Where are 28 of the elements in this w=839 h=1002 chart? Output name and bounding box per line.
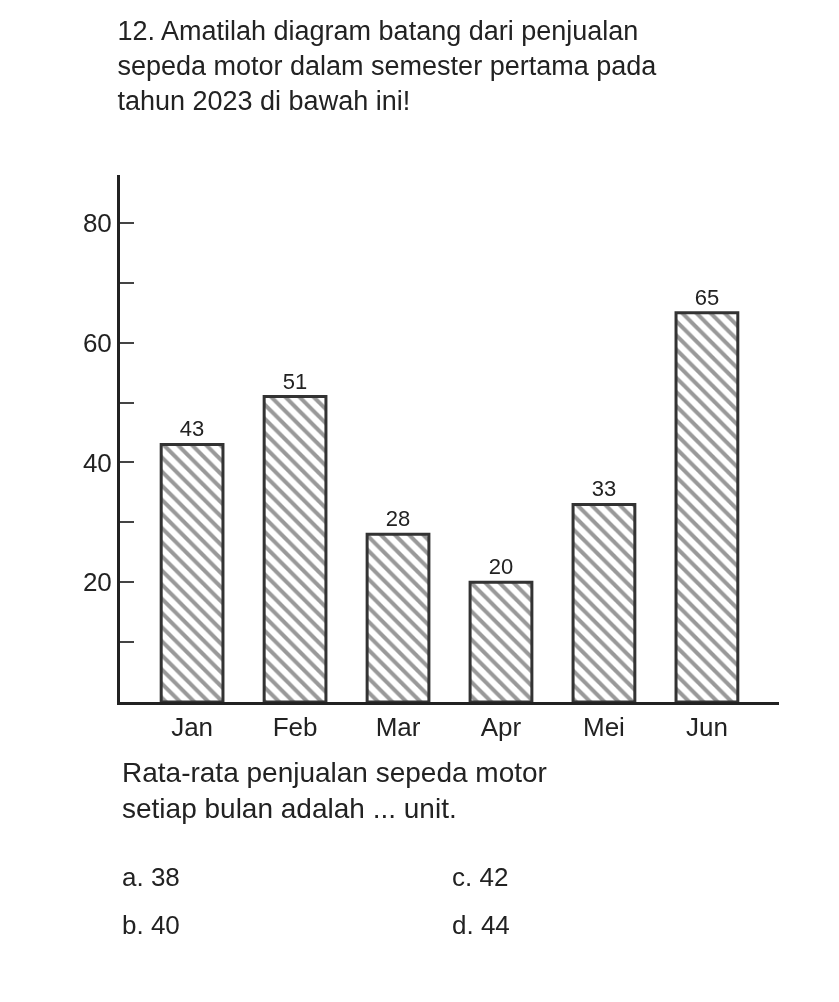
x-tick-label: Jan bbox=[171, 712, 214, 743]
bar bbox=[468, 580, 534, 702]
y-tick-label: 20 bbox=[82, 567, 112, 598]
data-label: 65 bbox=[694, 284, 720, 310]
text: b. 40 bbox=[122, 910, 180, 940]
x-tick-label: Apr bbox=[480, 712, 522, 743]
y-tick-label: 60 bbox=[82, 327, 112, 358]
data-label: 20 bbox=[488, 554, 514, 580]
x-tick-label: Feb bbox=[272, 712, 318, 743]
data-label: 51 bbox=[282, 368, 308, 394]
text: c. 42 bbox=[452, 862, 509, 892]
x-tick-label: Jun bbox=[685, 712, 728, 743]
text: a. 38 bbox=[122, 862, 180, 892]
data-label: 28 bbox=[385, 506, 411, 532]
chart-title: 12. Amatilah diagram batang dari penjualan sepeda motor dalam semester pertama pada tahun 2023 di bawah ini! bbox=[117, 16, 658, 117]
x-tick-label: Mei bbox=[583, 712, 625, 743]
y-tick-label: 80 bbox=[82, 208, 112, 239]
bar bbox=[365, 532, 431, 702]
bar bbox=[159, 442, 225, 702]
data-label: 33 bbox=[591, 476, 617, 502]
bar bbox=[674, 311, 740, 702]
bar bbox=[262, 395, 328, 702]
text: d. 44 bbox=[452, 910, 510, 940]
y-tick-label: 40 bbox=[82, 447, 112, 478]
x-tick-label: Mar bbox=[375, 712, 421, 743]
data-label: 43 bbox=[179, 416, 205, 442]
bar bbox=[571, 502, 637, 702]
text: Rata-rata penjualan sepeda motor setiap bulan adalah ... unit. bbox=[122, 757, 547, 825]
